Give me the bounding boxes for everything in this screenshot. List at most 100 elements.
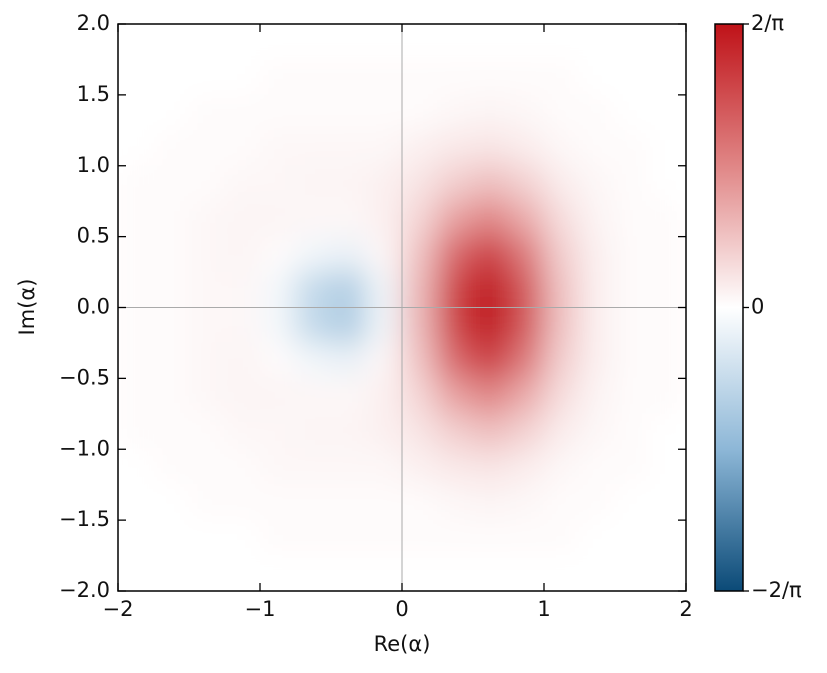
heatmap-cell: [295, 129, 332, 167]
heatmap-cell: [118, 342, 154, 379]
heatmap-cell: [259, 342, 296, 379]
heatmap-cell: [153, 555, 190, 591]
colorbar-tick-label: −2/π: [751, 578, 802, 602]
x-tick-label: 1: [537, 597, 550, 621]
y-tick-label: −0.5: [59, 365, 110, 389]
heatmap-cell: [543, 413, 580, 450]
heatmap-cell: [330, 236, 367, 273]
heatmap-cell: [330, 271, 367, 308]
heatmap-cell: [188, 129, 225, 167]
heatmap-cell: [543, 200, 580, 238]
heatmap-cell: [579, 129, 616, 167]
heatmap-cell: [650, 236, 686, 273]
y-tick-label: −1.0: [59, 436, 110, 460]
heatmap-cell: [543, 236, 580, 273]
heatmap-cell: [472, 165, 509, 202]
heatmap-cell: [614, 555, 651, 591]
heatmap-cell: [543, 271, 580, 308]
heatmap-cell: [614, 377, 651, 415]
heatmap-cell: [437, 342, 474, 379]
heatmap-cell: [259, 200, 296, 238]
heatmap-cell: [224, 519, 261, 557]
heatmap-cell: [330, 165, 367, 202]
heatmap-cell: [153, 484, 190, 521]
heatmap-cell: [224, 377, 261, 415]
heatmap-cell: [259, 377, 296, 415]
heatmap-cell: [259, 484, 296, 521]
heatmap-cell: [295, 236, 332, 273]
heatmap-cell: [153, 377, 190, 415]
heatmap-cell: [224, 555, 261, 591]
heatmap-cell: [259, 236, 296, 273]
heatmap-cell: [508, 236, 545, 273]
heatmap-cell: [401, 94, 438, 131]
heatmap-cell: [401, 377, 438, 415]
heatmap-cell: [543, 484, 580, 521]
heatmap-cell: [472, 484, 509, 521]
heatmap-cell: [330, 555, 367, 591]
heatmap-cell: [118, 200, 154, 238]
y-tick-label: −2.0: [59, 578, 110, 602]
heatmap-cell: [188, 236, 225, 273]
heatmap-cell: [259, 519, 296, 557]
heatmap-cell: [614, 271, 651, 308]
heatmap-cell: [508, 448, 545, 486]
heatmap-cell: [508, 94, 545, 131]
heatmap-cell: [366, 377, 403, 415]
heatmap-cell: [508, 129, 545, 167]
heatmap-cell: [579, 200, 616, 238]
heatmap-cell: [259, 271, 296, 308]
heatmap-cell: [330, 342, 367, 379]
heatmap-cell: [437, 448, 474, 486]
heatmap-cell: [650, 307, 686, 344]
heatmap-cell: [437, 307, 474, 344]
heatmap-cell: [543, 448, 580, 486]
heatmap-cell: [650, 342, 686, 379]
x-tick-label: 2: [679, 597, 692, 621]
heatmap-cell: [472, 200, 509, 238]
heatmap-cell: [330, 413, 367, 450]
heatmap-cell: [401, 236, 438, 273]
heatmap-cell: [330, 129, 367, 167]
heatmap-cell: [579, 58, 616, 96]
heatmap-cell: [153, 236, 190, 273]
heatmap-cell: [437, 236, 474, 273]
heatmap-cell: [437, 58, 474, 96]
heatmap-cell: [366, 342, 403, 379]
heatmap-cell: [614, 129, 651, 167]
heatmap-cell: [224, 58, 261, 96]
heatmap-cell: [650, 484, 686, 521]
x-axis-label: Re(α): [374, 632, 431, 656]
heatmap-cell: [330, 484, 367, 521]
heatmap-cell: [579, 94, 616, 131]
heatmap-cell: [366, 413, 403, 450]
heatmap-cell: [543, 307, 580, 344]
heatmap-cell: [366, 129, 403, 167]
heatmap-cell: [118, 165, 154, 202]
heatmap-cell: [650, 24, 686, 60]
heatmap-cell: [508, 413, 545, 450]
x-tick-label: 0: [395, 597, 408, 621]
heatmap-cell: [330, 24, 367, 60]
heatmap-cell: [579, 307, 616, 344]
heatmap-cell: [366, 271, 403, 308]
heatmap-cell: [118, 129, 154, 167]
heatmap-cell: [508, 555, 545, 591]
heatmap-cell: [259, 129, 296, 167]
heatmap-cell: [366, 555, 403, 591]
heatmap-cell: [295, 342, 332, 379]
heatmap-cell: [508, 519, 545, 557]
heatmap-cell: [543, 165, 580, 202]
heatmap-cell: [472, 307, 509, 344]
heatmap-cell: [614, 165, 651, 202]
heatmap-cell: [153, 448, 190, 486]
heatmap-cell: [614, 236, 651, 273]
heatmap-cell: [650, 413, 686, 450]
heatmap-cell: [543, 129, 580, 167]
heatmap-cell: [118, 307, 154, 344]
heatmap-cell: [224, 271, 261, 308]
colorbar-tick-label: 0: [751, 295, 764, 319]
heatmap-cell: [118, 413, 154, 450]
heatmap-cell: [224, 448, 261, 486]
heatmap-cell: [579, 519, 616, 557]
